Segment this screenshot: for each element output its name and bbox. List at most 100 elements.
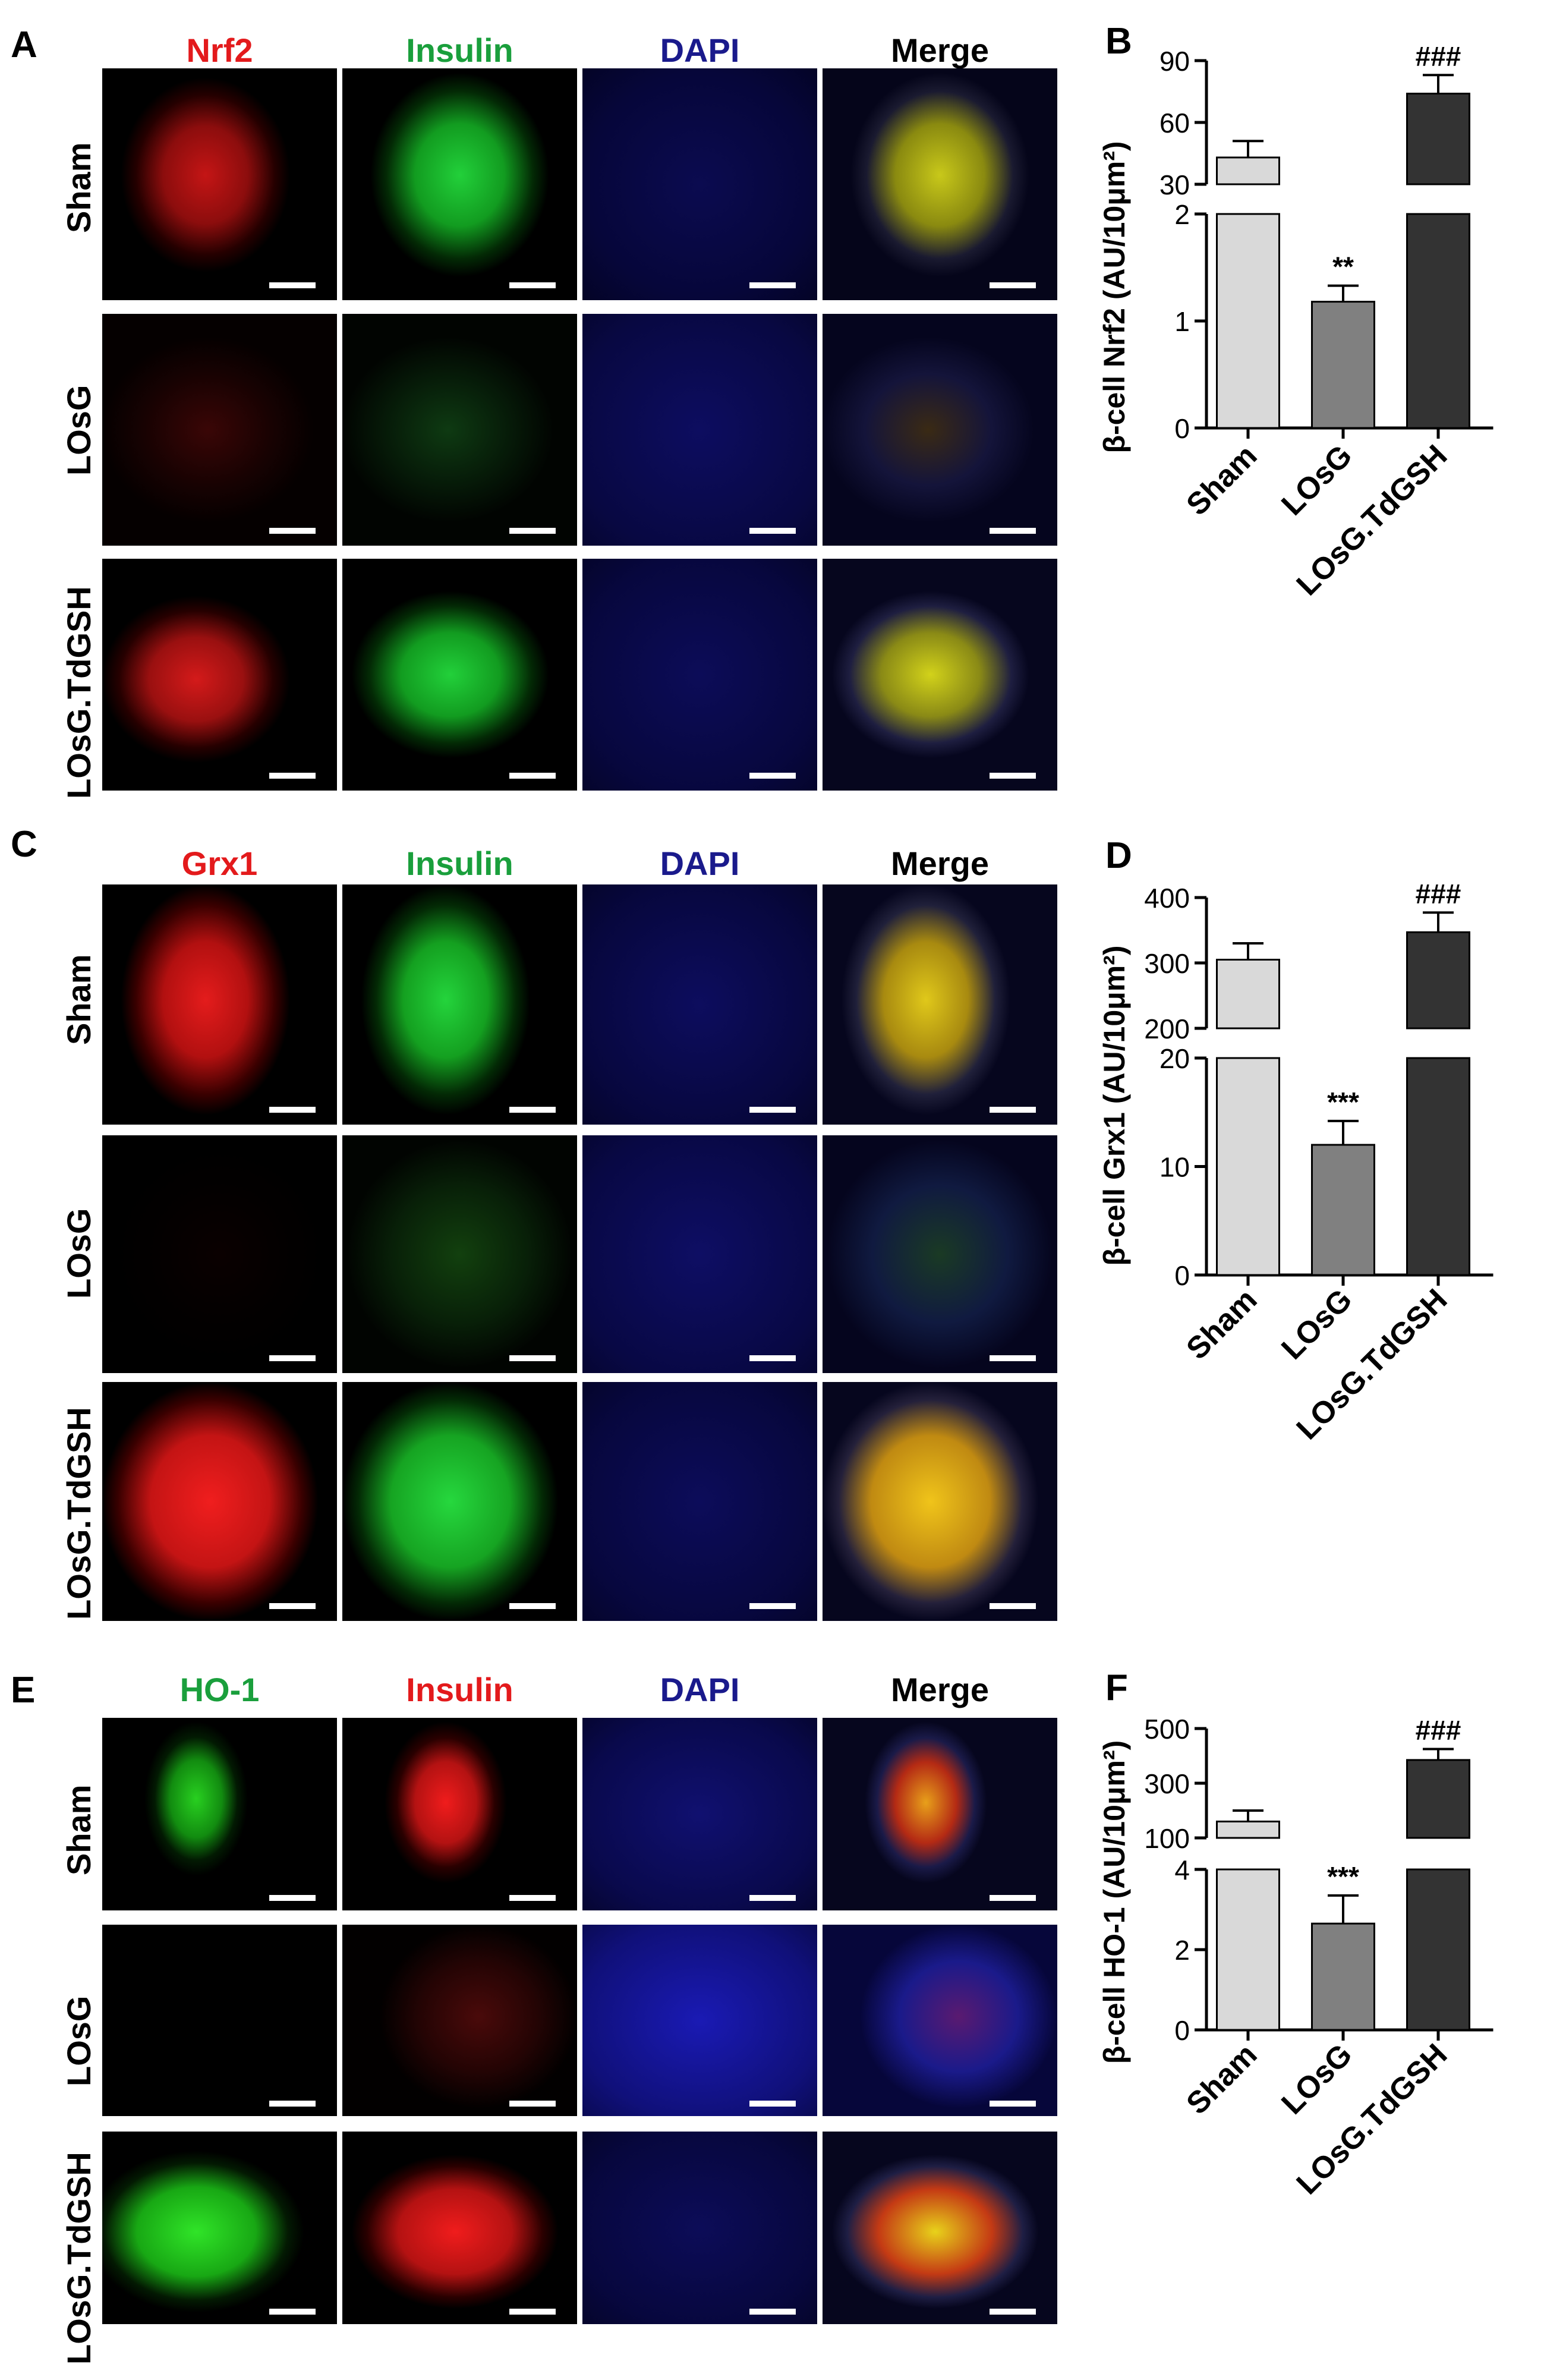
bar	[1406, 1759, 1470, 1839]
col-header-dapi: DAPI	[660, 32, 740, 69]
significance-label: ###	[1416, 878, 1461, 909]
y-tick-label: 10	[1159, 1152, 1190, 1183]
micrograph-dapi-losg	[582, 1135, 817, 1373]
y-axis-label: β-cell Nrf2 (AU/10μm²)	[1098, 141, 1131, 453]
panel-letter-c: C	[11, 824, 37, 865]
bar	[1311, 1144, 1375, 1276]
x-category-label: Sham	[1180, 438, 1263, 522]
micrograph-merge-sham	[823, 884, 1057, 1125]
y-tick-label: 300	[1144, 1768, 1190, 1799]
y-tick-label: 20	[1159, 1043, 1190, 1074]
x-category-label: Sham	[1180, 2037, 1263, 2121]
col-header-nrf2: Nrf2	[186, 32, 253, 69]
col-header-grx1: Grx1	[181, 845, 258, 882]
y-tick-label: 200	[1144, 1013, 1190, 1044]
y-tick-label: 400	[1144, 883, 1190, 914]
bar	[1311, 301, 1375, 429]
micrograph-ho1-losg-tdgsh	[102, 2132, 337, 2324]
y-tick-label: 4	[1174, 1855, 1190, 1885]
micrograph-dapi-losg-tdgsh	[582, 2132, 817, 2324]
bar	[1216, 213, 1280, 429]
col-header-insulin: Insulin	[406, 845, 513, 882]
y-tick-label: 30	[1159, 169, 1190, 200]
row-label-sham: Sham	[60, 954, 97, 1046]
col-header-insulin: Insulin	[406, 32, 513, 69]
micrograph-insulin-losg	[342, 1135, 577, 1373]
row-label-losg-tdgsh: LOsG.TdGSH	[60, 1407, 97, 1620]
micrograph-nrf2-losg	[102, 314, 337, 546]
bar	[1216, 156, 1280, 185]
micrograph-dapi-losg-tdgsh	[582, 559, 817, 791]
row-label-losg-tdgsh: LOsG.TdGSH	[60, 2152, 97, 2365]
micrograph-grx1-losg-tdgsh	[102, 1382, 337, 1621]
bar	[1216, 1057, 1280, 1276]
x-category-label: LOsG	[1275, 438, 1359, 522]
y-tick-label: 60	[1159, 108, 1190, 138]
micrograph-insulin-losg-tdgsh	[342, 1382, 577, 1621]
bar-chart-nrf2: Bβ-cell Nrf2 (AU/10μm²) 30 60 90 0 1 2 Sham ** LO…	[1098, 21, 1493, 602]
micrograph-grx1-sham	[102, 884, 337, 1125]
panel-letter-e: E	[11, 1670, 36, 1711]
bar	[1406, 1057, 1470, 1276]
significance-label: ###	[1416, 40, 1461, 71]
bar	[1216, 1868, 1280, 2031]
bar	[1216, 959, 1280, 1030]
panel-letter: F	[1105, 1667, 1128, 1708]
y-tick-label: 1	[1174, 306, 1190, 337]
col-header-dapi: DAPI	[660, 845, 740, 882]
row-label-losg: LOsG	[60, 1995, 97, 2086]
micrograph-insulin-sham	[342, 884, 577, 1125]
micrograph-merge-losg	[823, 1925, 1057, 2116]
micrograph-merge-sham	[823, 68, 1057, 300]
micrograph-merge-sham	[823, 1718, 1057, 1910]
bar	[1406, 931, 1470, 1030]
bar	[1406, 92, 1470, 185]
col-header-dapi: DAPI	[660, 1671, 740, 1708]
bar-chart-grx1: Dβ-cell Grx1 (AU/10μm²) 200 300 400 0 10 20 Sha…	[1098, 835, 1493, 1446]
micrograph-insulin-losg	[342, 314, 577, 546]
significance-label: **	[1332, 251, 1354, 282]
y-tick-label: 0	[1174, 2015, 1190, 2046]
micrograph-dapi-sham	[582, 884, 817, 1125]
row-label-losg: LOsG	[60, 385, 97, 476]
bar	[1406, 213, 1470, 429]
col-header-merge: Merge	[891, 845, 989, 882]
micrograph-dapi-losg	[582, 1925, 817, 2116]
micrograph-ho1-losg	[102, 1925, 337, 2116]
y-tick-label: 500	[1144, 1714, 1190, 1745]
y-tick-label: 2	[1174, 199, 1190, 230]
micrograph-merge-losg-tdgsh	[823, 2132, 1057, 2324]
micrograph-insulin-losg-tdgsh	[342, 559, 577, 791]
micrograph-insulin-sham	[342, 68, 577, 300]
y-tick-label: 100	[1144, 1823, 1190, 1854]
col-header-merge: Merge	[891, 1671, 989, 1708]
micrograph-dapi-losg-tdgsh	[582, 1382, 817, 1621]
y-tick-label: 90	[1159, 46, 1190, 77]
micrograph-dapi-sham	[582, 1718, 817, 1910]
micrograph-merge-losg	[823, 1135, 1057, 1373]
micrograph-merge-losg-tdgsh	[823, 559, 1057, 791]
x-category-label: LOsG	[1275, 1282, 1359, 1366]
row-label-sham: Sham	[60, 142, 97, 234]
micrograph-insulin-losg-tdgsh	[342, 2132, 577, 2324]
micrograph-dapi-losg	[582, 314, 817, 546]
panel-letter: B	[1105, 21, 1132, 62]
significance-label: ###	[1416, 1715, 1461, 1746]
y-tick-label: 2	[1174, 1935, 1190, 1966]
significance-label: ***	[1327, 1861, 1359, 1892]
micrograph-insulin-sham	[342, 1718, 577, 1910]
significance-label: ***	[1327, 1087, 1359, 1117]
micrograph-dapi-sham	[582, 68, 817, 300]
col-header-merge: Merge	[891, 32, 989, 69]
y-axis-label: β-cell Grx1 (AU/10μm²)	[1098, 945, 1131, 1265]
col-header-ho1: HO-1	[179, 1671, 260, 1708]
x-category-label: LOsG	[1275, 2037, 1359, 2121]
row-label-losg-tdgsh: LOsG.TdGSH	[60, 586, 97, 799]
bar	[1406, 1868, 1470, 2031]
micrograph-merge-losg	[823, 314, 1057, 546]
micrograph-insulin-losg	[342, 1925, 577, 2116]
bar-chart-ho1: Fβ-cell HO-1 (AU/10μm²) 100 300 500 0 2 4 Sham *…	[1098, 1667, 1493, 2201]
panel-letter-a: A	[11, 24, 37, 65]
micrograph-nrf2-sham	[102, 68, 337, 300]
y-tick-label: 0	[1174, 413, 1190, 444]
